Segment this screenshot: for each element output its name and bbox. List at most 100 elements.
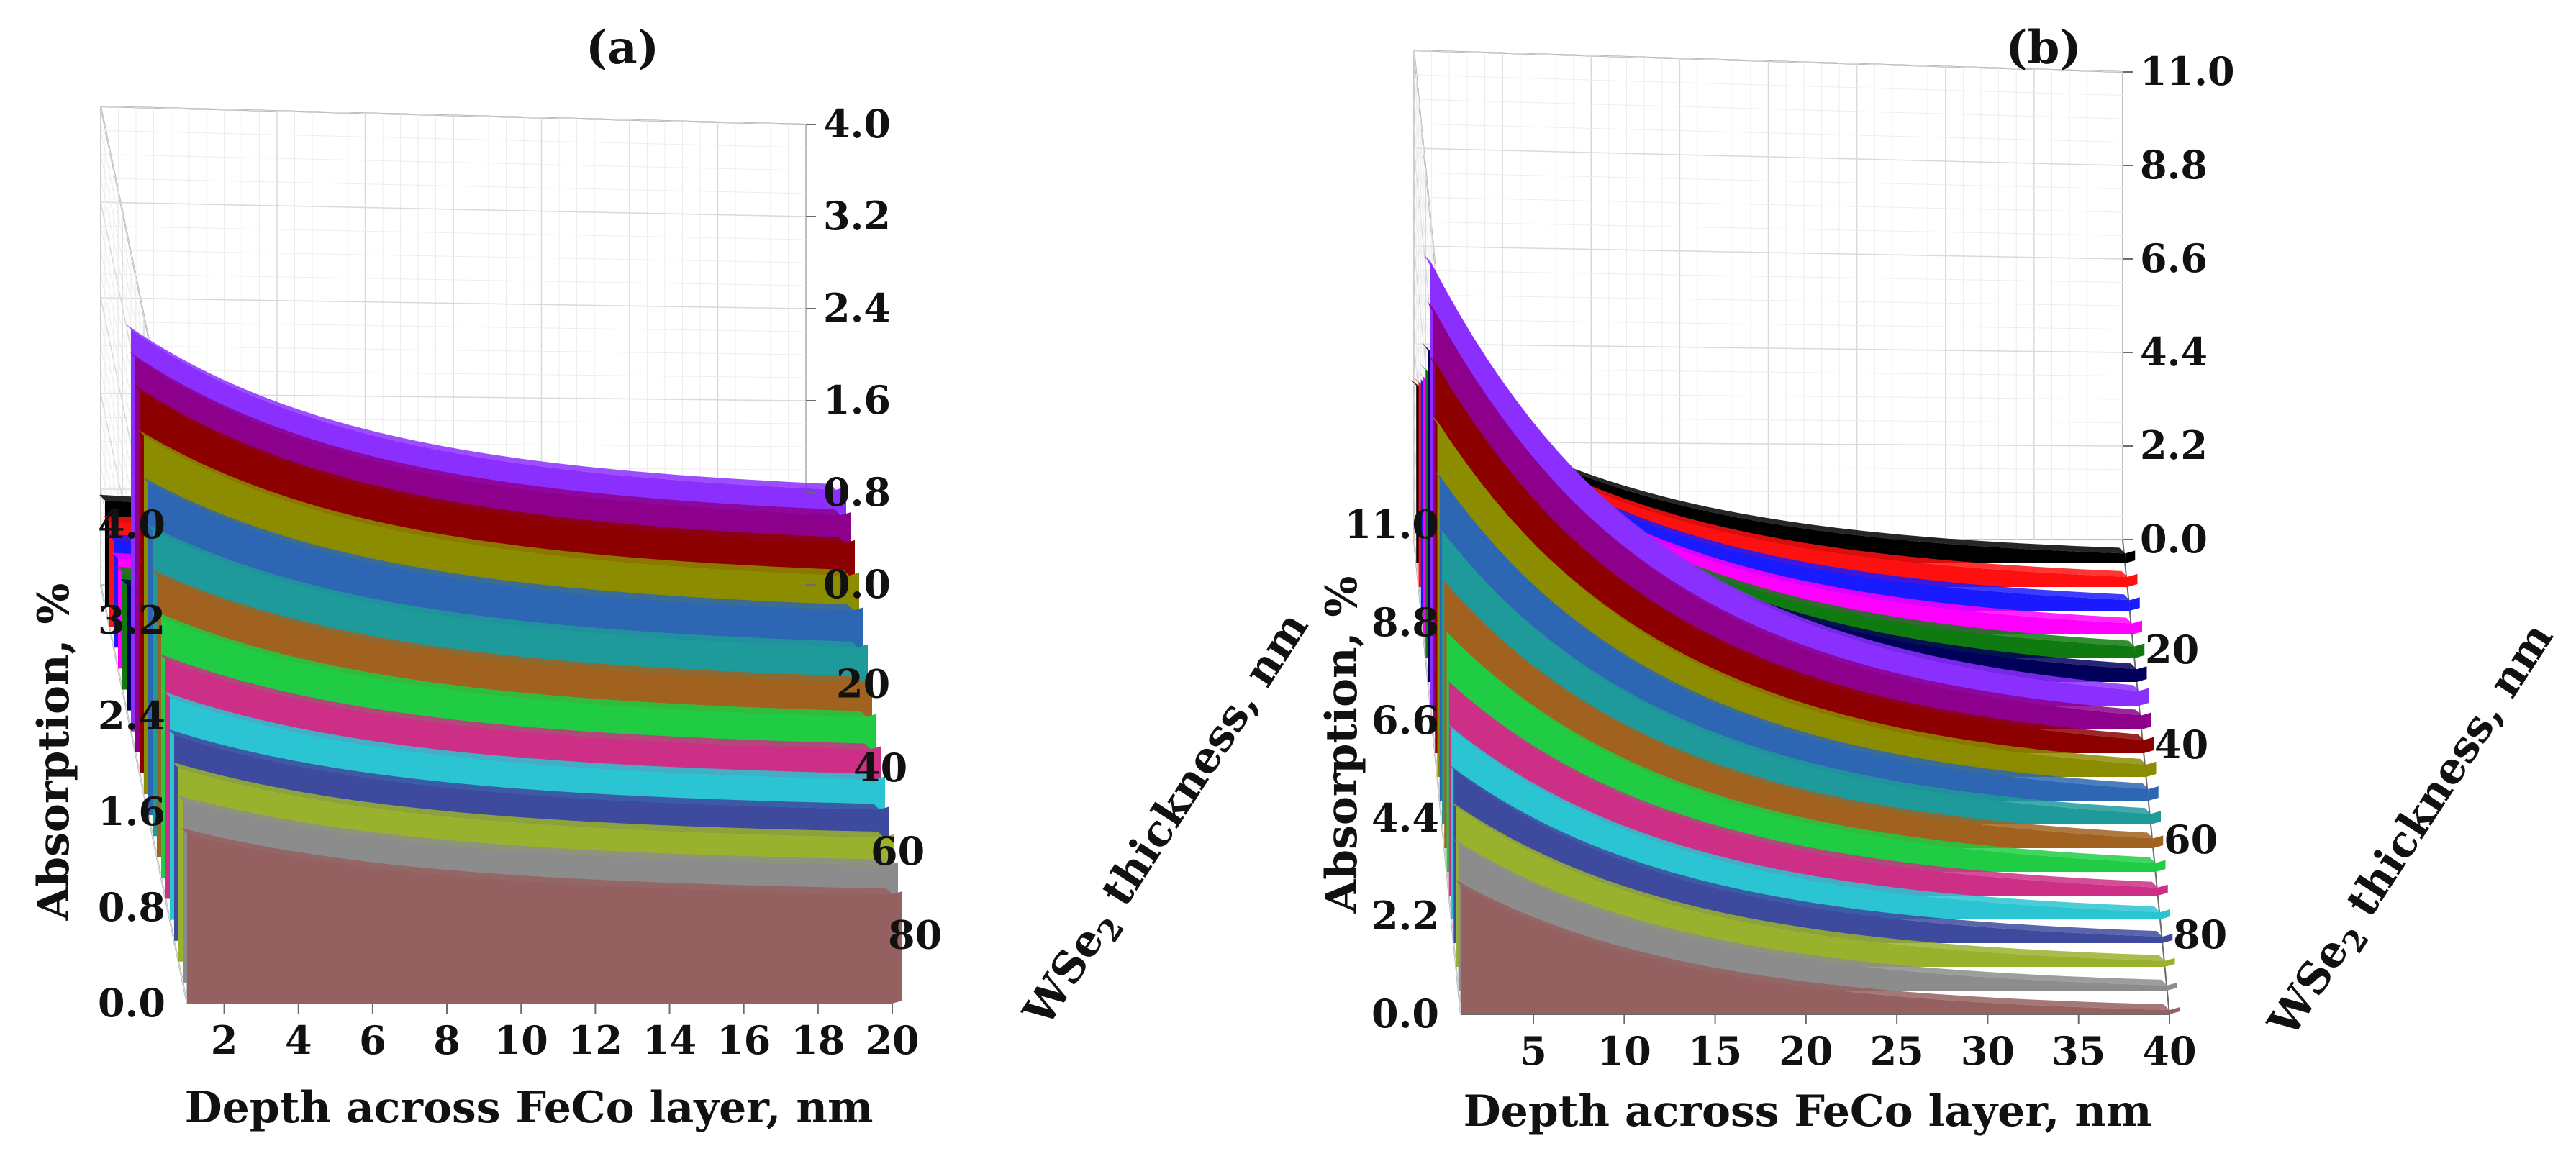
y-tick-label: 60 xyxy=(2164,816,2218,863)
series-ribbon-cap xyxy=(2160,909,2170,919)
z-tick-label-left: 0.8 xyxy=(98,884,165,930)
z-tick-label-right: 1.6 xyxy=(823,377,891,423)
y-axis-label-rest: thickness, nm xyxy=(2328,614,2563,938)
series-ribbon-cap xyxy=(2146,761,2157,777)
z-tick-label-left: 3.2 xyxy=(98,597,165,643)
series-ribbon xyxy=(1461,885,2169,1014)
z-tick-label-left: 2.2 xyxy=(1371,893,1439,939)
y-tick-label: 20 xyxy=(2145,627,2199,673)
series-ribbon-cap xyxy=(2164,957,2175,967)
x-tick-label: 14 xyxy=(643,1017,697,1063)
tick-labels: 2 4 6 8 10 12 14 16 18 20 20 40 60 80 0.0 0.8 1.6 2.4 3.2 4… xyxy=(98,101,942,1063)
z-tick-label-left: 8.8 xyxy=(1371,599,1439,645)
x-axis-label: Depth across FeCo layer, nm xyxy=(185,1083,874,1133)
series-ribbon-edge xyxy=(177,795,888,865)
grid-line xyxy=(1413,221,2123,236)
x-tick-label: 16 xyxy=(717,1017,771,1063)
z-tick-label-left: 11.0 xyxy=(1344,501,1439,547)
z-tick-label-right: 0.0 xyxy=(823,561,891,607)
series-ribbon-cap xyxy=(2136,666,2147,682)
x-tick-label: 20 xyxy=(1779,1028,1833,1074)
x-tick-label: 10 xyxy=(494,1017,548,1063)
grid-line xyxy=(100,178,807,194)
x-tick-label: 18 xyxy=(791,1017,845,1063)
grid-line xyxy=(100,273,807,286)
series-ribbon-cap xyxy=(2129,597,2140,611)
series-ribbon-edge xyxy=(125,324,836,490)
y-tick-label: 40 xyxy=(853,745,907,791)
grid-line xyxy=(100,297,807,309)
grid-line xyxy=(1413,245,2123,260)
grid-line xyxy=(1413,50,2123,73)
grid-line xyxy=(100,321,807,332)
z-tick-label-left: 0.0 xyxy=(1371,991,1439,1037)
x-tick-label: 4 xyxy=(285,1017,312,1063)
grid-line xyxy=(1413,147,2123,166)
y-tick-label: 40 xyxy=(2154,722,2208,768)
chart-panel-a: 2 4 6 8 10 12 14 16 18 20 20 40 60 80 0.0 0.8 1.6 2.4 3.2 4… xyxy=(29,21,1323,1133)
x-tick-label: 2 xyxy=(211,1017,238,1063)
y-tick-label: 60 xyxy=(871,828,925,874)
grid-line xyxy=(100,154,807,171)
grid-line xyxy=(1413,343,2123,353)
series-ribbon-cap xyxy=(2139,688,2149,706)
x-tick-label: 25 xyxy=(1870,1028,1924,1074)
x-tick-label: 10 xyxy=(1597,1028,1651,1074)
series-ribbon-cap xyxy=(2127,573,2138,587)
z-tick-label-right: 4.4 xyxy=(2140,329,2208,375)
y-tick-label: 80 xyxy=(888,912,942,958)
series-ribbon-edge xyxy=(155,611,866,717)
grid-line xyxy=(100,369,807,378)
grid-line xyxy=(100,345,807,355)
series-ribbon xyxy=(187,833,892,1004)
series-ribbon-cap xyxy=(2132,620,2142,634)
x-tick-label: 15 xyxy=(1688,1028,1742,1074)
y-axis-label: WSe2 thickness, nm xyxy=(2258,614,2568,1050)
series-ribbon-cap xyxy=(2125,550,2136,563)
z-tick-label-right: 11.0 xyxy=(2140,48,2235,94)
y-tick-label: 80 xyxy=(2173,911,2227,957)
y-axis-label: WSe2 thickness, nm xyxy=(1013,604,1323,1039)
series-ribbon-cap xyxy=(2167,982,2177,991)
grid-line xyxy=(1413,368,2123,376)
grid-line xyxy=(1413,417,2123,423)
z-tick-label-left: 4.4 xyxy=(1371,795,1439,841)
series-ribbon-cap xyxy=(2141,712,2151,729)
z-tick-label-left: 2.4 xyxy=(98,693,165,739)
grid-line xyxy=(1413,99,2123,119)
series-ribbon-cap xyxy=(2144,737,2154,753)
series-ribbon-edge xyxy=(1446,722,2160,912)
tick-labels: 5 10 15 20 25 30 35 40 20 40 60 80 0.0 2.2 4.4 6.6 8.8 11… xyxy=(1344,48,2234,1074)
series-ribbon-edge xyxy=(160,654,871,750)
x-tick-label: 20 xyxy=(865,1017,919,1063)
grid-line xyxy=(1413,172,2123,189)
x-tick-label: 6 xyxy=(359,1017,386,1063)
series-ribbon-edge xyxy=(164,691,875,780)
series-ribbon-edge xyxy=(134,384,845,543)
series-ribbon-edge xyxy=(1455,879,2169,1011)
grid-line xyxy=(1413,392,2123,400)
z-tick-label-right: 0.0 xyxy=(2140,516,2208,562)
grid-line xyxy=(100,106,807,125)
series-ribbon-cap xyxy=(2169,1007,2180,1014)
series-ribbon-cap xyxy=(2157,884,2168,896)
z-tick-label-right: 0.8 xyxy=(823,469,891,515)
y-tick-label: 20 xyxy=(836,660,890,706)
panel-label: (b) xyxy=(2005,21,2081,75)
ribbon-series xyxy=(1410,255,2180,1014)
grid-line xyxy=(100,201,807,217)
series-ribbon-cap xyxy=(2148,786,2159,801)
series-ribbon-edge xyxy=(1412,376,2128,577)
series-ribbon-edge xyxy=(1450,801,2165,961)
panel-label: (a) xyxy=(586,21,659,75)
z-tick-label-right: 6.6 xyxy=(2140,235,2208,281)
z-tick-label-left: 4.0 xyxy=(98,501,165,547)
series-ribbon-edge xyxy=(1410,379,2126,554)
series-ribbon-cap xyxy=(2162,934,2173,943)
y-axis-label-rest: thickness, nm xyxy=(1084,604,1318,927)
x-tick-label: 5 xyxy=(1520,1028,1547,1074)
grid-line xyxy=(100,250,807,263)
grid-line xyxy=(1413,74,2123,96)
grid-line xyxy=(1413,123,2123,142)
